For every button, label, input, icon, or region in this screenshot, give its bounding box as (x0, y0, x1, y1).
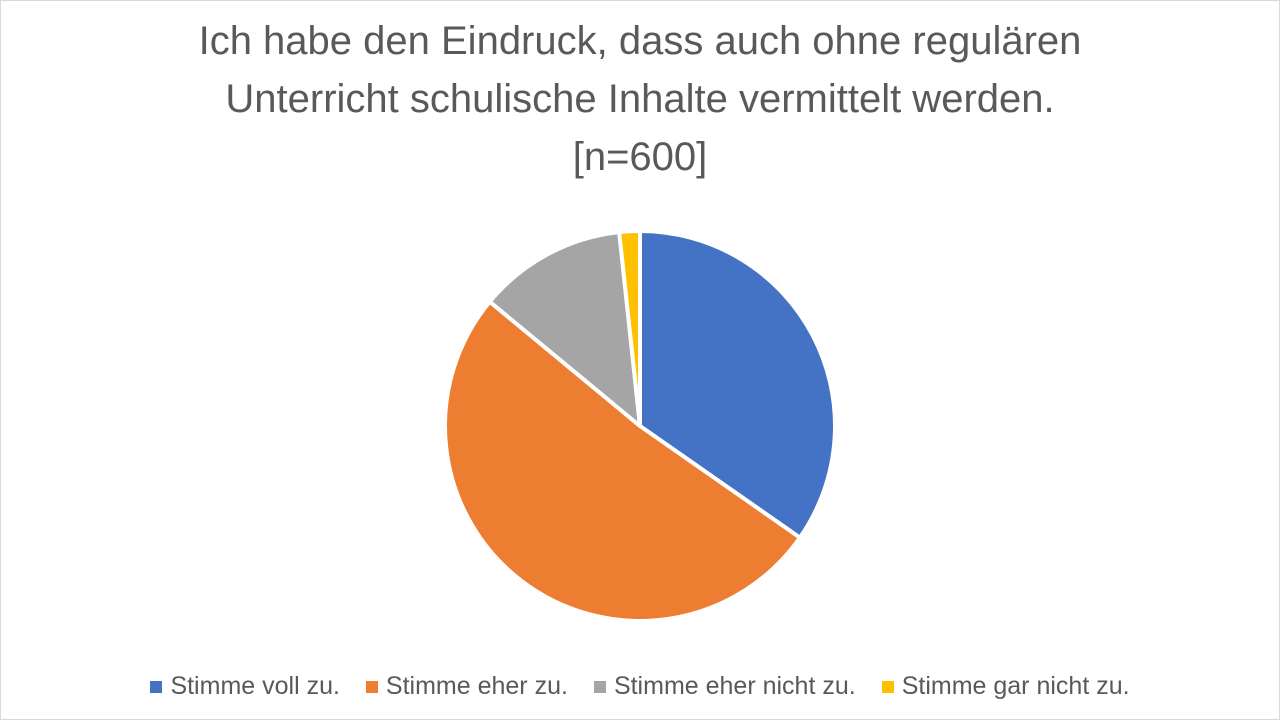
pie-slice-voll (638, 229, 837, 540)
legend-swatch (365, 680, 378, 693)
legend-item-gar-nicht: Stimme gar nicht zu. (881, 672, 1130, 701)
legend-item-eher: Stimme eher zu. (365, 672, 568, 701)
legend-item-voll: Stimme voll zu. (150, 672, 340, 701)
legend-label: Stimme eher nicht zu. (613, 672, 856, 700)
pie-slice-eher (443, 299, 802, 623)
chart-legend: Stimme voll zu. Stimme eher zu. Stimme e… (0, 672, 1280, 701)
chart-title-line-3: [n=600] (572, 135, 708, 179)
chart-title-line-2: Unterricht schulische Inhalte vermittelt… (225, 77, 1055, 121)
chart-title: Ich habe den Eindruck, dass auch ohne re… (0, 12, 1280, 186)
legend-swatch (881, 680, 894, 693)
legend-label: Stimme gar nicht zu. (901, 672, 1130, 700)
legend-swatch (150, 680, 163, 693)
chart-title-line-1: Ich habe den Eindruck, dass auch ohne re… (198, 19, 1082, 63)
legend-item-eher-nicht: Stimme eher nicht zu. (593, 672, 856, 701)
legend-label: Stimme voll zu. (170, 672, 340, 700)
legend-swatch (593, 680, 606, 693)
pie-slice-gar-nicht (617, 229, 642, 428)
pie-slice-eher-nicht (487, 230, 642, 428)
legend-label: Stimme eher zu. (385, 672, 568, 700)
